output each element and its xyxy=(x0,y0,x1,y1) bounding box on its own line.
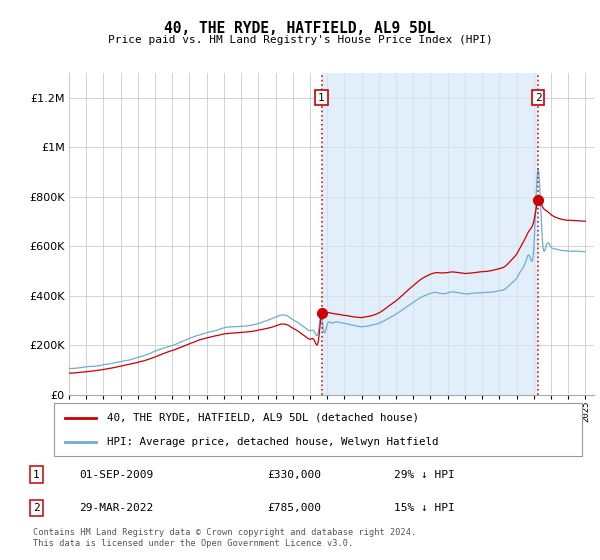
Bar xyxy=(322,73,538,395)
FancyBboxPatch shape xyxy=(54,403,582,456)
Text: 29-MAR-2022: 29-MAR-2022 xyxy=(79,503,154,513)
Text: Contains HM Land Registry data © Crown copyright and database right 2024.
This d: Contains HM Land Registry data © Crown c… xyxy=(33,528,416,548)
Text: 1: 1 xyxy=(33,470,40,479)
Text: Price paid vs. HM Land Registry's House Price Index (HPI): Price paid vs. HM Land Registry's House … xyxy=(107,35,493,45)
Text: 40, THE RYDE, HATFIELD, AL9 5DL: 40, THE RYDE, HATFIELD, AL9 5DL xyxy=(164,21,436,36)
Text: £785,000: £785,000 xyxy=(267,503,321,513)
Text: 01-SEP-2009: 01-SEP-2009 xyxy=(79,470,154,479)
Text: 2: 2 xyxy=(33,503,40,513)
Text: 40, THE RYDE, HATFIELD, AL9 5DL (detached house): 40, THE RYDE, HATFIELD, AL9 5DL (detache… xyxy=(107,413,419,423)
Text: £330,000: £330,000 xyxy=(267,470,321,479)
Text: 29% ↓ HPI: 29% ↓ HPI xyxy=(394,470,455,479)
Text: 15% ↓ HPI: 15% ↓ HPI xyxy=(394,503,455,513)
Text: 1: 1 xyxy=(318,92,325,102)
Text: 2: 2 xyxy=(535,92,541,102)
Text: HPI: Average price, detached house, Welwyn Hatfield: HPI: Average price, detached house, Welw… xyxy=(107,437,438,447)
